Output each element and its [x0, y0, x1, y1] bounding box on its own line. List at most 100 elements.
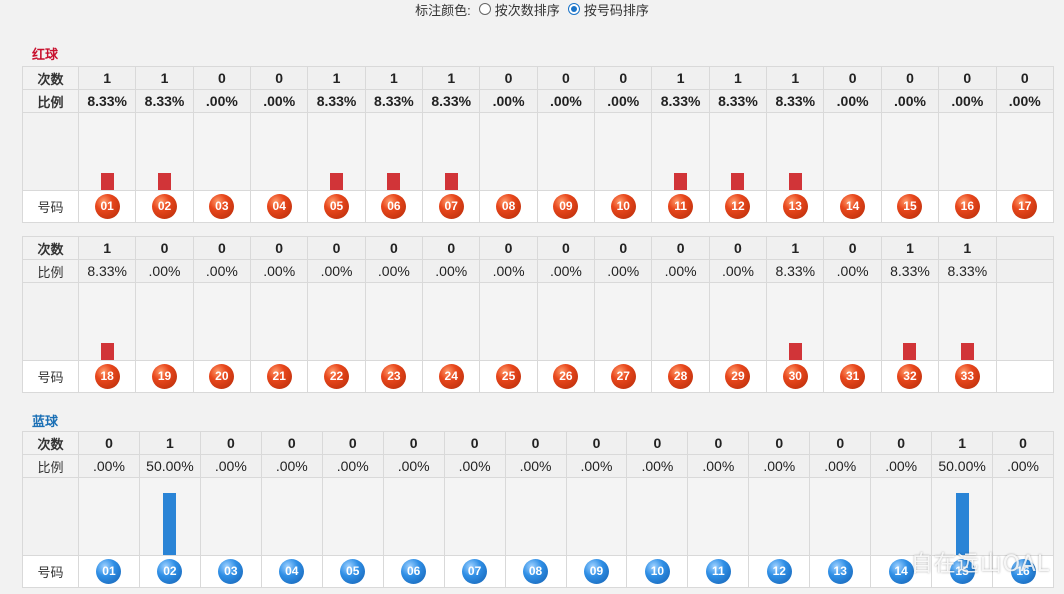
ratio-cell: .00% — [382, 454, 445, 478]
red-ball-19[interactable]: 19 — [152, 364, 178, 389]
number-cell: 06 — [364, 190, 424, 223]
blue-ball-01[interactable]: 01 — [96, 559, 122, 584]
red-ball-26[interactable]: 26 — [553, 364, 579, 389]
red-ball-24[interactable]: 24 — [438, 364, 464, 389]
ratio-cell: .00% — [250, 89, 309, 113]
blue-ball-02[interactable]: 02 — [157, 559, 183, 584]
number-cell: 03 — [199, 555, 262, 588]
color-mode-bar: 标注颜色: 按次数排序 按号码排序 — [0, 0, 1064, 18]
ratio-cell: 50.00% — [138, 454, 201, 478]
row-label-ratio: 比例 — [22, 454, 79, 478]
count-cell: 0 — [192, 66, 252, 90]
ratio-cell: .00% — [880, 89, 940, 113]
red-ball-03[interactable]: 03 — [209, 194, 235, 219]
red-ball-11[interactable]: 11 — [668, 194, 694, 219]
red-ball-33[interactable]: 33 — [954, 364, 980, 389]
red-ball-16[interactable]: 16 — [954, 194, 980, 219]
red-ball-22[interactable]: 22 — [324, 364, 350, 389]
red-ball-13[interactable]: 13 — [782, 194, 808, 219]
red-ball-27[interactable]: 27 — [610, 364, 636, 389]
bar-cell — [192, 282, 252, 361]
red-ball-10[interactable]: 10 — [610, 194, 636, 219]
number-cell: 08 — [504, 555, 567, 588]
red-ball-25[interactable]: 25 — [496, 364, 522, 389]
count-cell: 1 — [651, 66, 710, 90]
red-ball-06[interactable]: 06 — [381, 194, 407, 219]
blue-ball-07[interactable]: 07 — [462, 559, 488, 584]
blue-ball-09[interactable]: 09 — [583, 559, 609, 584]
bar-cell — [382, 477, 445, 556]
bar-cell — [651, 282, 710, 361]
number-cell: 31 — [823, 360, 882, 393]
bar-cell — [995, 112, 1054, 191]
count-cell: 0 — [260, 431, 323, 455]
red-ball-05[interactable]: 05 — [324, 194, 350, 219]
count-bar — [163, 493, 177, 555]
ratio-cell: .00% — [992, 454, 1054, 478]
bar-cell — [651, 112, 710, 191]
count-cell: 0 — [992, 431, 1054, 455]
ratio-cell: 8.33% — [364, 89, 424, 113]
red-ball-21[interactable]: 21 — [266, 364, 292, 389]
bar-cell — [77, 112, 137, 191]
red-ball-04[interactable]: 04 — [266, 194, 292, 219]
red-ball-14[interactable]: 14 — [840, 194, 866, 219]
red-ball-02[interactable]: 02 — [152, 194, 178, 219]
blue-ball-10[interactable]: 10 — [644, 559, 670, 584]
count-cell: 1 — [931, 431, 994, 455]
count-cell: 1 — [135, 66, 194, 90]
bar-cell — [594, 112, 653, 191]
red-ball-20[interactable]: 20 — [209, 364, 235, 389]
bar-cell — [931, 477, 994, 556]
blue-ball-12[interactable]: 12 — [766, 559, 792, 584]
bar-cell — [708, 282, 768, 361]
red-ball-18[interactable]: 18 — [94, 364, 120, 389]
ratio-cell: .00% — [479, 259, 538, 283]
red-ball-32[interactable]: 32 — [897, 364, 923, 389]
ratio-cell — [995, 259, 1054, 283]
red-ball-23[interactable]: 23 — [381, 364, 407, 389]
row-label-bars — [22, 282, 79, 361]
sort-by-count-radio[interactable] — [478, 3, 491, 15]
blue-ball-06[interactable]: 06 — [401, 559, 427, 584]
blue-ball-13[interactable]: 13 — [827, 559, 853, 584]
blue-ball-04[interactable]: 04 — [279, 559, 305, 584]
number-cell: 05 — [321, 555, 384, 588]
blue-ball-16[interactable]: 16 — [1010, 559, 1036, 584]
count-cell: 1 — [364, 66, 424, 90]
number-cell: 04 — [260, 555, 323, 588]
sort-by-number-radio[interactable] — [567, 3, 580, 15]
sort-by-number-option[interactable]: 按号码排序 — [567, 0, 649, 19]
bar-cell — [823, 282, 882, 361]
red-ball-30[interactable]: 30 — [782, 364, 808, 389]
red-ball-09[interactable]: 09 — [553, 194, 579, 219]
ratio-cell: .00% — [307, 259, 366, 283]
count-cell: 0 — [135, 236, 194, 260]
ratio-cell: .00% — [192, 89, 252, 113]
number-cell: 10 — [594, 190, 653, 223]
number-cell: 15 — [931, 555, 994, 588]
sort-by-count-option[interactable]: 按次数排序 — [478, 0, 560, 19]
blue-ball-08[interactable]: 08 — [523, 559, 549, 584]
count-cell: 0 — [78, 431, 140, 455]
blue-ball-15[interactable]: 15 — [949, 559, 975, 584]
red-ball-01[interactable]: 01 — [94, 194, 120, 219]
bar-cell — [992, 477, 1054, 556]
red-ball-15[interactable]: 15 — [897, 194, 923, 219]
ratio-cell: .00% — [504, 454, 567, 478]
number-cell: 26 — [536, 360, 596, 393]
bar-cell — [135, 282, 194, 361]
ratio-cell: 8.33% — [880, 259, 940, 283]
red-ball-17[interactable]: 17 — [1012, 194, 1038, 219]
blue-ball-03[interactable]: 03 — [218, 559, 244, 584]
red-ball-12[interactable]: 12 — [725, 194, 751, 219]
red-ball-31[interactable]: 31 — [840, 364, 866, 389]
count-cell: 0 — [382, 431, 445, 455]
red-ball-29[interactable]: 29 — [725, 364, 751, 389]
red-ball-28[interactable]: 28 — [668, 364, 694, 389]
blue-ball-11[interactable]: 11 — [705, 559, 731, 584]
blue-ball-14[interactable]: 14 — [888, 559, 914, 584]
blue-ball-05[interactable]: 05 — [340, 559, 366, 584]
red-ball-08[interactable]: 08 — [496, 194, 522, 219]
red-ball-07[interactable]: 07 — [438, 194, 464, 219]
